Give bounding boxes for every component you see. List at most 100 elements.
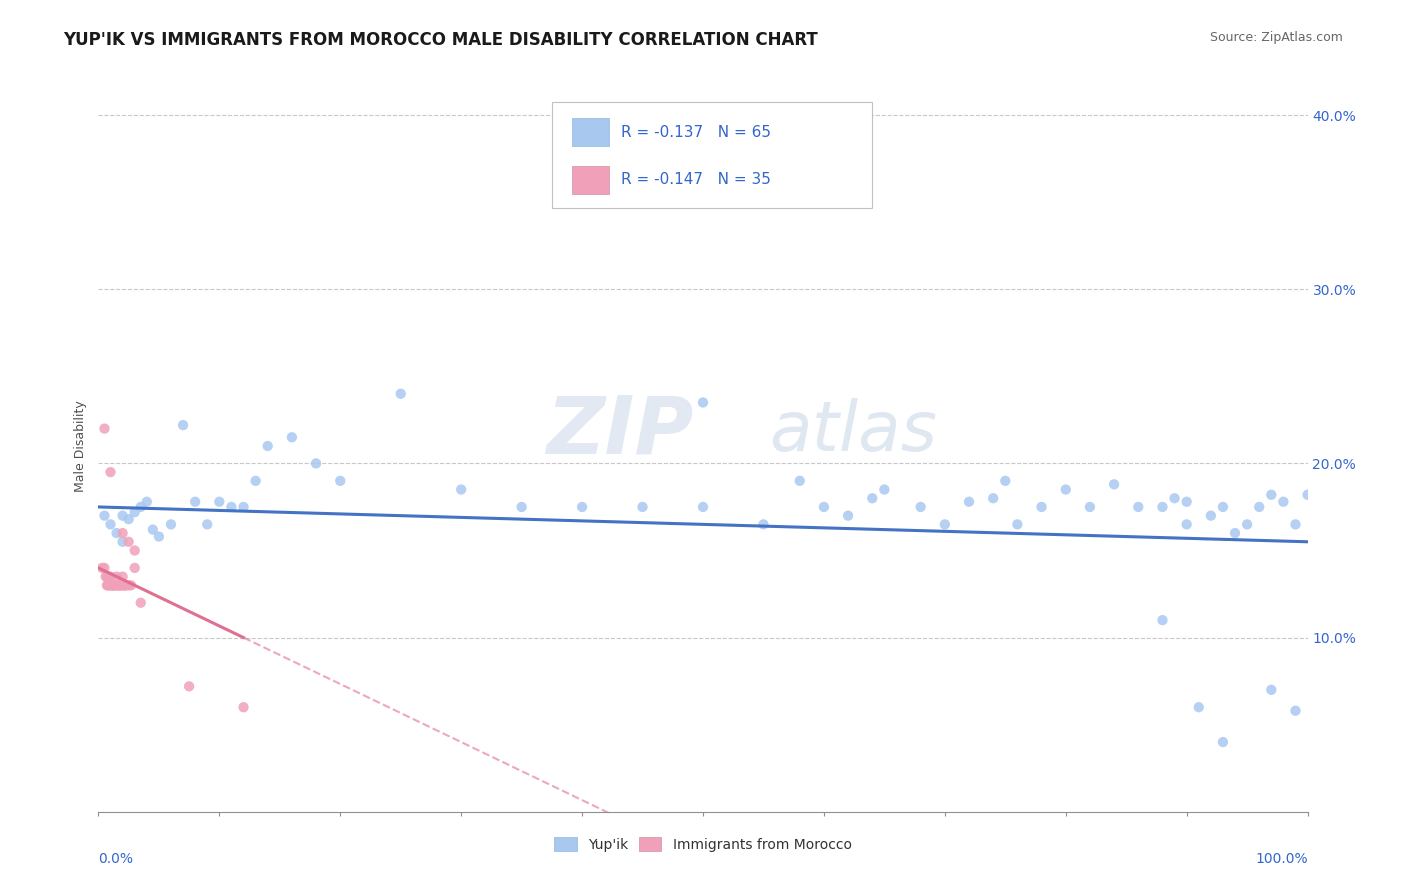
Point <box>389 386 412 401</box>
Point <box>1175 494 1198 508</box>
Point <box>104 578 127 592</box>
Point <box>994 474 1017 488</box>
Point <box>981 491 1004 506</box>
Point <box>1175 517 1198 532</box>
Point <box>111 578 134 592</box>
Text: YUP'IK VS IMMIGRANTS FROM MOROCCO MALE DISABILITY CORRELATION CHART: YUP'IK VS IMMIGRANTS FROM MOROCCO MALE D… <box>63 31 818 49</box>
Point <box>305 457 328 471</box>
Point <box>873 483 896 497</box>
Point <box>789 474 811 488</box>
Point <box>860 491 883 506</box>
Point <box>96 578 118 592</box>
Point <box>1102 477 1125 491</box>
Point <box>1007 517 1029 532</box>
Point <box>97 578 120 592</box>
Point <box>111 526 134 541</box>
Point <box>135 494 157 508</box>
Point <box>1078 500 1101 514</box>
Point <box>105 569 128 583</box>
Point <box>752 517 775 532</box>
Point <box>329 474 352 488</box>
Point <box>100 517 122 532</box>
Point <box>1296 488 1319 502</box>
Point <box>103 578 125 592</box>
Point <box>108 578 131 592</box>
Text: ZIP: ZIP <box>546 392 693 470</box>
Point <box>100 578 122 592</box>
Point <box>910 500 932 514</box>
Point <box>108 578 131 592</box>
Point <box>245 474 267 488</box>
Point <box>111 534 134 549</box>
Point <box>1163 491 1185 506</box>
Point <box>148 530 170 544</box>
Point <box>124 543 146 558</box>
Point <box>94 569 117 583</box>
Point <box>1152 613 1174 627</box>
Point <box>1223 526 1246 541</box>
Point <box>100 569 122 583</box>
Point <box>114 578 136 592</box>
Point <box>91 561 114 575</box>
Legend: Yup'ik, Immigrants from Morocco: Yup'ik, Immigrants from Morocco <box>548 832 858 857</box>
Point <box>1152 500 1174 514</box>
Point <box>957 494 980 508</box>
Point <box>1031 500 1053 514</box>
Point <box>112 578 135 592</box>
FancyBboxPatch shape <box>551 103 872 209</box>
Point <box>837 508 859 523</box>
Text: atlas: atlas <box>769 398 938 465</box>
Point <box>100 578 122 592</box>
Point <box>160 517 183 532</box>
Text: 100.0%: 100.0% <box>1256 852 1308 866</box>
Point <box>692 500 714 514</box>
Point <box>101 578 124 592</box>
Point <box>631 500 654 514</box>
Point <box>256 439 278 453</box>
Text: R = -0.137   N = 65: R = -0.137 N = 65 <box>621 125 770 140</box>
Point <box>1272 494 1295 508</box>
Point <box>103 578 125 592</box>
Point <box>93 421 115 435</box>
Point <box>934 517 956 532</box>
Point <box>93 508 115 523</box>
Point <box>1212 500 1234 514</box>
Text: Source: ZipAtlas.com: Source: ZipAtlas.com <box>1209 31 1343 45</box>
Point <box>1054 483 1077 497</box>
Point <box>1284 517 1306 532</box>
Point <box>108 578 131 592</box>
Point <box>510 500 533 514</box>
Point <box>172 418 194 433</box>
Point <box>115 578 138 592</box>
Point <box>120 578 142 592</box>
Point <box>105 526 128 541</box>
Point <box>1236 517 1258 532</box>
Point <box>1249 500 1271 514</box>
Bar <box>572 166 609 194</box>
Point <box>111 508 134 523</box>
Point <box>450 483 472 497</box>
Point <box>100 465 122 479</box>
Point <box>118 534 141 549</box>
Point <box>1199 508 1222 523</box>
Point <box>107 578 129 592</box>
Point <box>129 500 152 514</box>
Point <box>1188 700 1211 714</box>
Point <box>129 596 152 610</box>
Point <box>1128 500 1150 514</box>
Point <box>1284 704 1306 718</box>
Point <box>232 700 254 714</box>
Point <box>179 679 201 693</box>
Point <box>118 578 141 592</box>
Point <box>142 523 165 537</box>
Point <box>692 395 714 409</box>
Point <box>232 500 254 514</box>
Point <box>110 578 132 592</box>
Point <box>105 578 128 592</box>
Point <box>1212 735 1234 749</box>
Point <box>281 430 304 444</box>
Point <box>208 494 231 508</box>
Text: 0.0%: 0.0% <box>98 852 134 866</box>
Point <box>195 517 218 532</box>
Point <box>1260 488 1282 502</box>
